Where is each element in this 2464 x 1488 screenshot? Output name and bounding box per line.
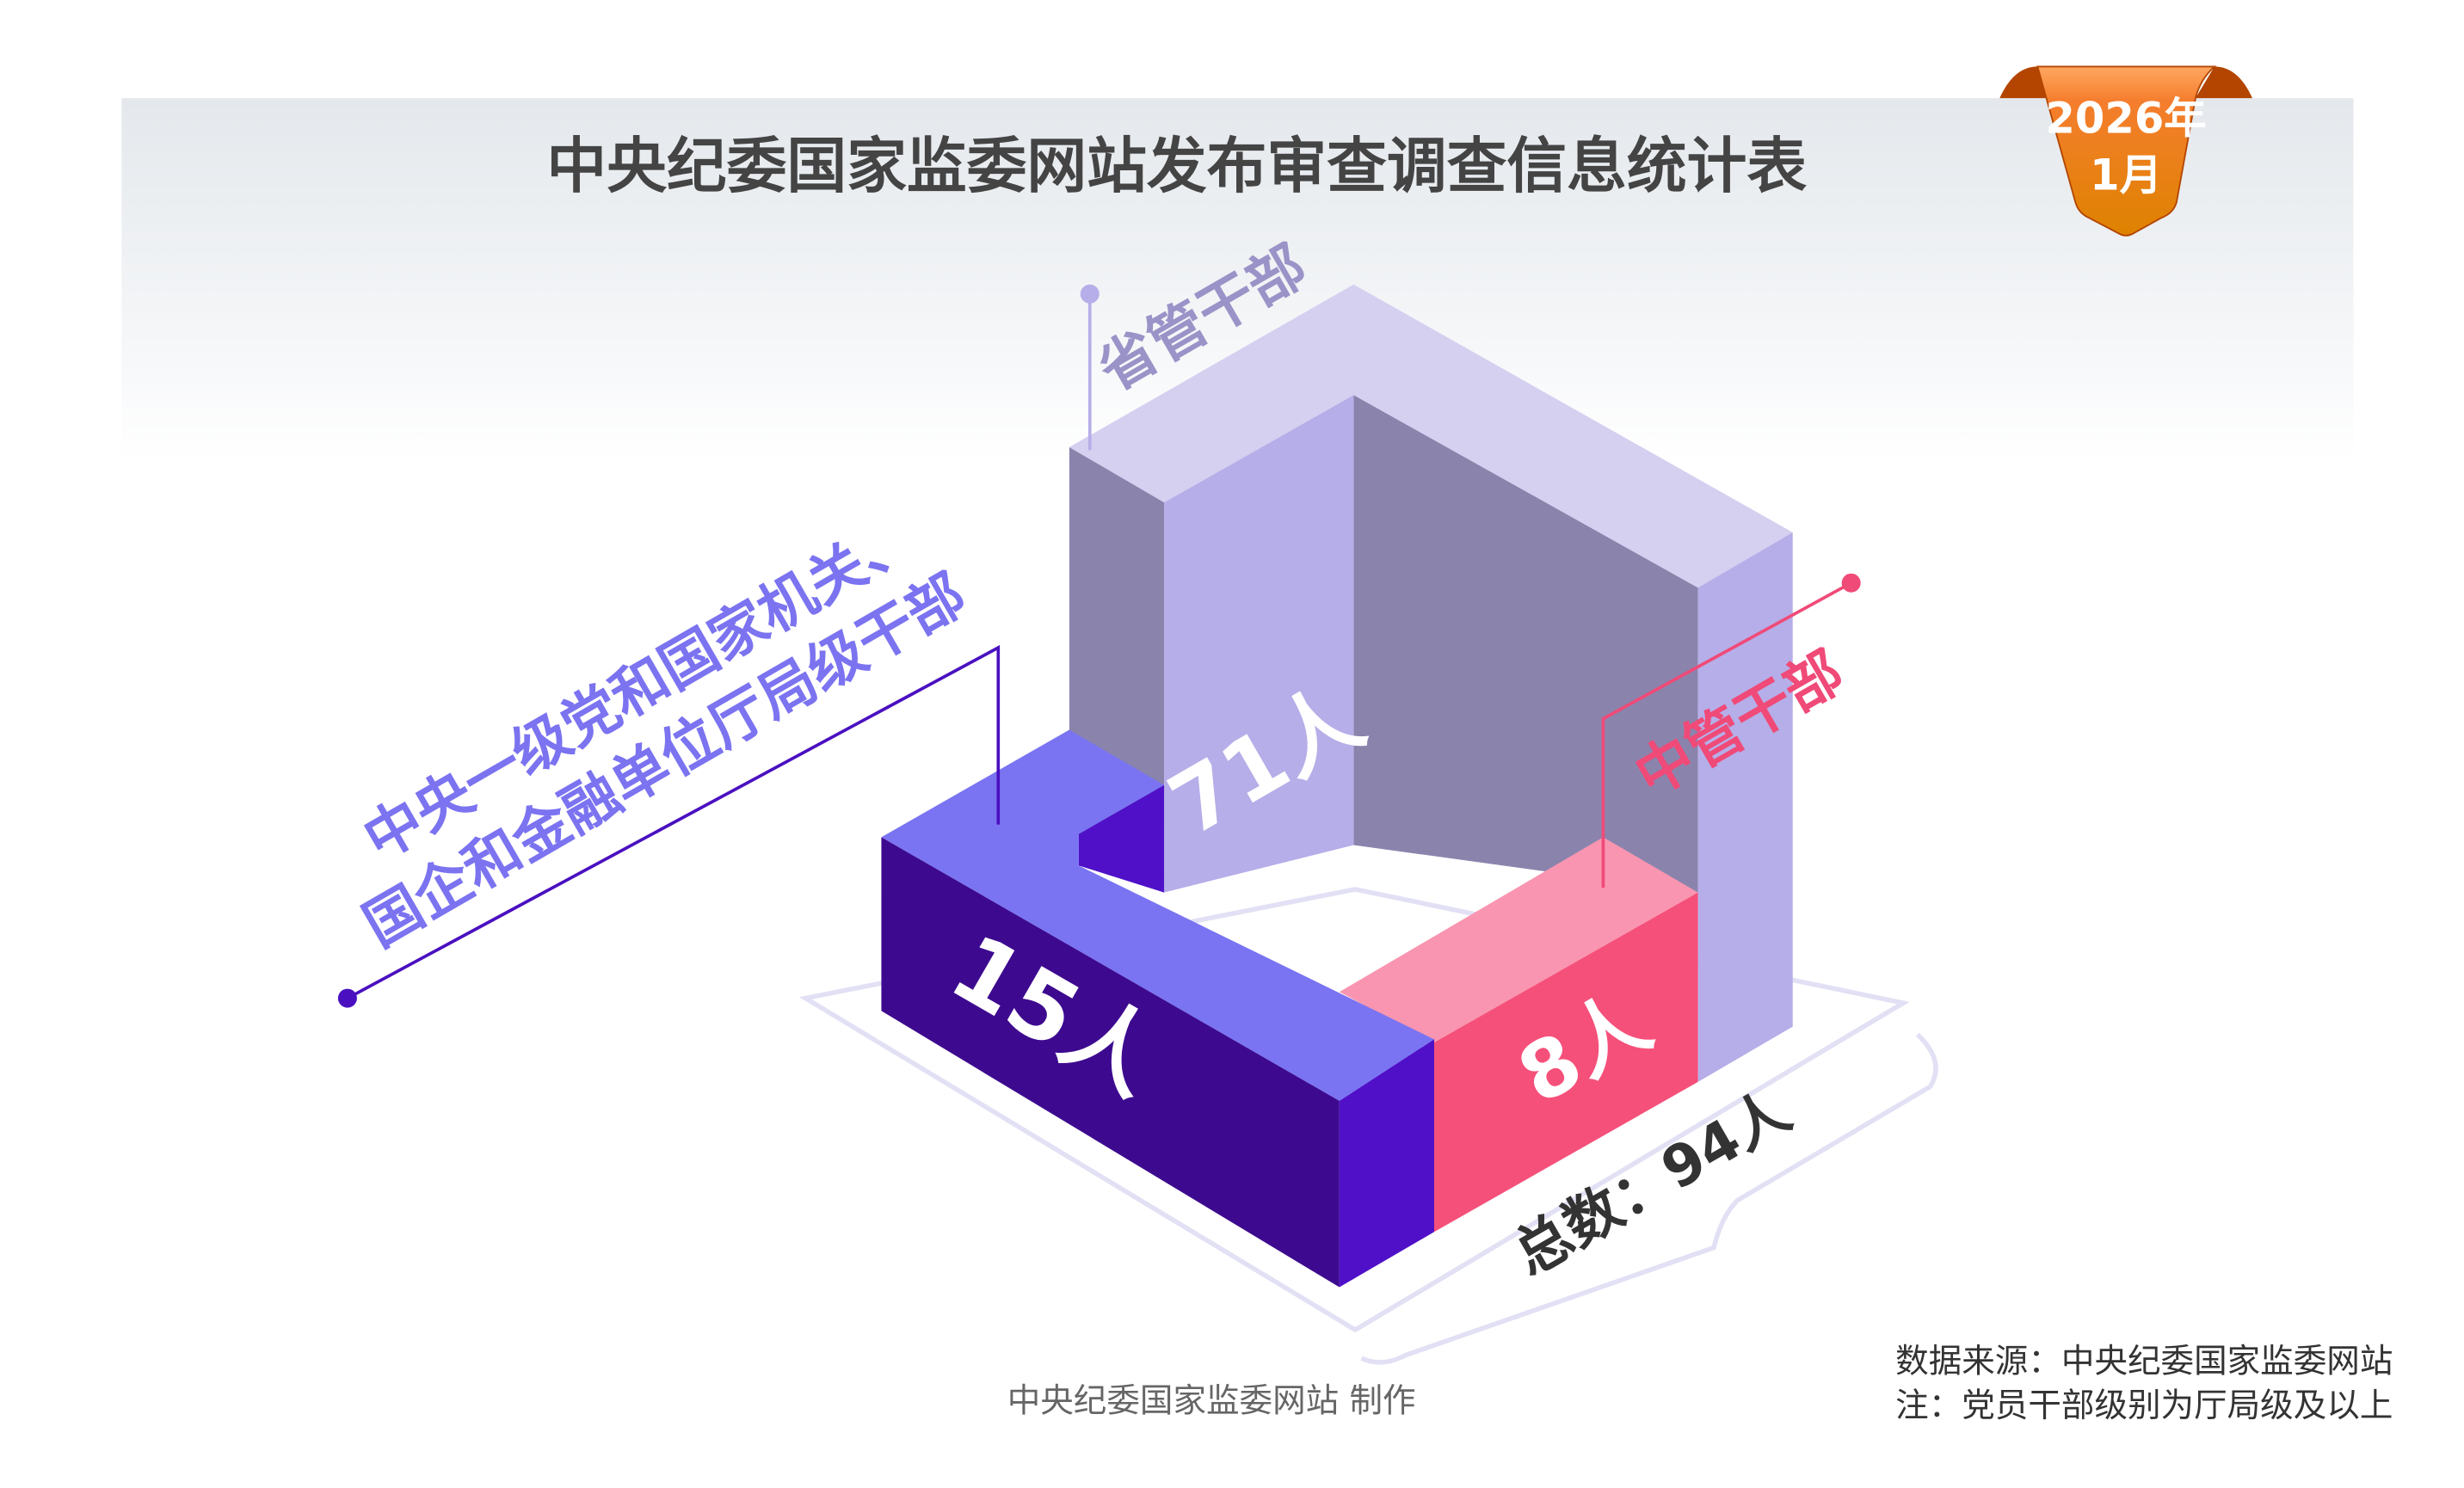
provincial-back-face xyxy=(1353,395,1698,893)
date-badge: 2026年 1月 xyxy=(1999,65,2252,237)
central-managed-front-face xyxy=(1433,892,1698,1233)
central-units-front-face xyxy=(881,837,1340,1288)
bar-provincial xyxy=(1069,284,1793,1082)
leader-central-managed xyxy=(1601,573,1861,888)
bar-central-units xyxy=(881,729,1434,1288)
central-units-end-face xyxy=(1339,1039,1434,1288)
badge-month: 1月 xyxy=(2090,151,2162,200)
credit-text: 中央纪委国家监委网站 制作 xyxy=(1007,1382,1416,1421)
note-text: 注：党员干部级别为厅局级及以上 xyxy=(1895,1387,2393,1425)
provincial-front-face xyxy=(1164,395,1354,893)
leader-central-units xyxy=(337,644,1001,1008)
central-units-notch-face xyxy=(1078,784,1165,893)
provincial-right-face xyxy=(1697,532,1793,1082)
provincial-top-face xyxy=(1069,284,1793,588)
central-units-top-face xyxy=(881,729,1434,1101)
bar-central-managed xyxy=(1339,837,1698,1233)
central-managed-top-face xyxy=(1339,837,1698,1042)
chart-title: 中央纪委国家监委网站发布审查调查信息统计表 xyxy=(546,132,1807,201)
leader-provincial xyxy=(1080,284,1100,451)
badge-year: 2026年 xyxy=(2045,94,2206,144)
source-text: 数据来源：中央纪委国家监委网站 xyxy=(1895,1343,2393,1381)
